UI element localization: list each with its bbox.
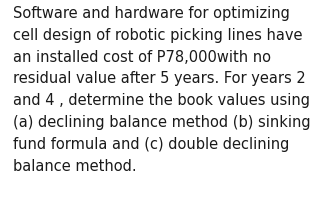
Text: Software and hardware for optimizing
cell design of robotic picking lines have
a: Software and hardware for optimizing cel…: [13, 6, 310, 174]
